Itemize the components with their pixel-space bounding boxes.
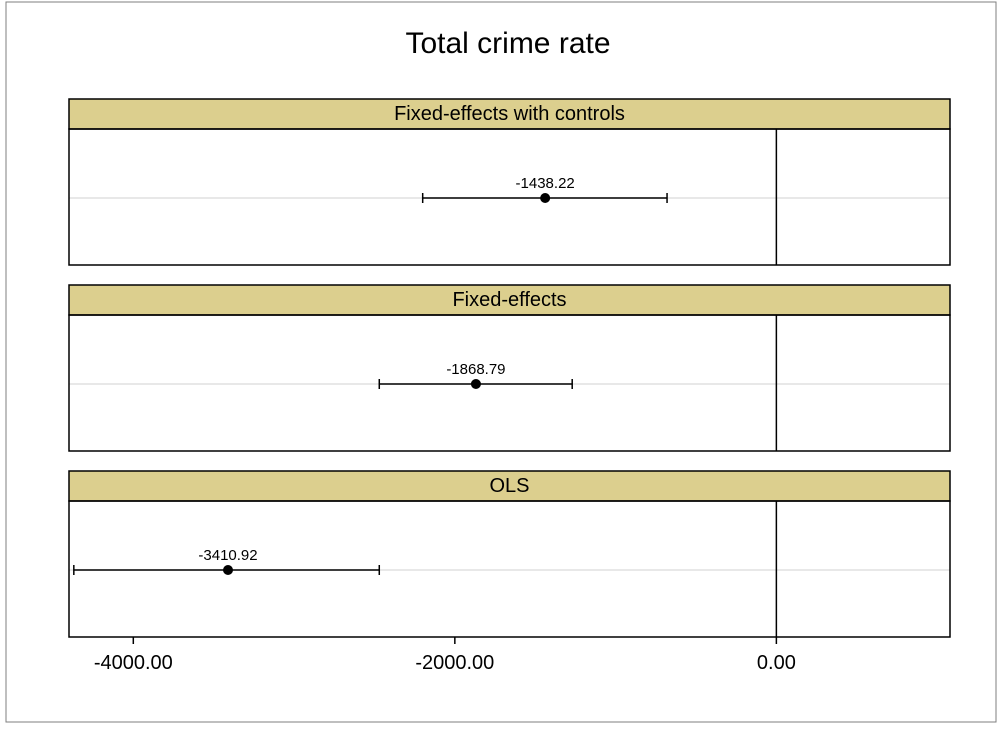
chart-title: Total crime rate — [405, 27, 610, 60]
panel: Fixed-effects with controls -1438.22 — [68, 98, 951, 266]
estimate-point — [540, 193, 551, 203]
panel-frame — [68, 128, 951, 266]
panels-layer: Fixed-effects with controls-1438.22Fixed… — [68, 98, 951, 638]
panel-strip — [68, 98, 951, 130]
estimate-label: -3410.92 — [198, 547, 257, 564]
x-axis: -4000.00 -2000.00 0.00 — [94, 637, 796, 674]
estimate-point — [470, 379, 481, 389]
estimate-label: -1438.22 — [516, 175, 575, 192]
estimate-label: -1868.79 — [446, 361, 505, 378]
panel-frame — [68, 314, 951, 452]
x-axis-tick-label: -2000.00 — [415, 652, 494, 674]
x-axis-tick-label: 0.00 — [757, 652, 796, 674]
estimate-point — [223, 565, 234, 575]
panel: Fixed-effects -1868.79 — [68, 284, 951, 452]
panel-frame — [68, 500, 951, 638]
panel: OLS -3410.92 — [68, 470, 951, 638]
x-axis-tick-label: -4000.00 — [94, 652, 173, 674]
panel-strip-label: Fixed-effects — [452, 289, 566, 311]
panel-strip-label: OLS — [489, 475, 529, 497]
panel-strip — [68, 470, 951, 502]
panel-strip-label: Fixed-effects with controls — [394, 103, 625, 125]
